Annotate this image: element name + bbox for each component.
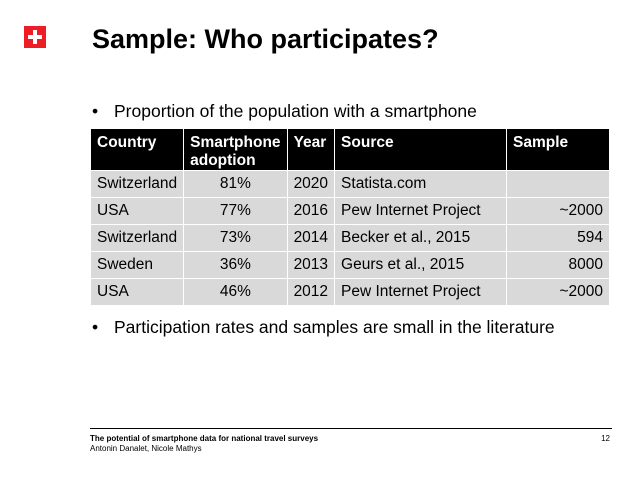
bullet-marker: • [92, 317, 99, 337]
cell-country: Switzerland [89, 170, 185, 198]
page-number: 12 [601, 434, 610, 443]
cell-sample: 8000 [506, 251, 610, 279]
bullet-participation-rates: • Participation rates and samples are sma… [92, 317, 555, 338]
cell-year: 2013 [286, 251, 336, 279]
cell-adoption: 73% [183, 224, 288, 252]
cell-adoption: 36% [183, 251, 288, 279]
header-country: Country [89, 128, 185, 171]
header-sample: Sample [506, 128, 610, 171]
cell-adoption: 81% [183, 170, 288, 198]
cell-source: Pew Internet Project [334, 197, 508, 225]
table-row: Switzerland 73% 2014 Becker et al., 2015… [89, 224, 610, 252]
footer-presentation-title: The potential of smartphone data for nat… [90, 434, 319, 443]
table-row: USA 77% 2016 Pew Internet Project ~2000 [89, 197, 610, 225]
cell-year: 2014 [286, 224, 336, 252]
footer-authors: Antonin Danalet, Nicole Mathys [90, 444, 202, 453]
slide-title: Sample: Who participates? [92, 24, 439, 54]
cell-sample [506, 170, 610, 198]
bullet-marker: • [92, 101, 99, 121]
cell-source: Statista.com [334, 170, 508, 198]
cell-adoption: 46% [183, 278, 288, 306]
cell-source: Becker et al., 2015 [334, 224, 508, 252]
cell-sample: ~2000 [506, 197, 610, 225]
swiss-cross-logo [24, 26, 46, 48]
cell-source: Geurs et al., 2015 [334, 251, 508, 279]
header-year: Year [286, 128, 336, 171]
bullet-text: Participation rates and samples are smal… [114, 317, 555, 337]
cell-year: 2020 [286, 170, 336, 198]
cell-source: Pew Internet Project [334, 278, 508, 306]
table-row: USA 46% 2012 Pew Internet Project ~2000 [89, 278, 610, 306]
cell-country: Sweden [89, 251, 185, 279]
cell-sample: 594 [506, 224, 610, 252]
footer-divider [90, 428, 612, 429]
cell-sample: ~2000 [506, 278, 610, 306]
table-row: Switzerland 81% 2020 Statista.com [89, 170, 610, 198]
cell-country: Switzerland [89, 224, 185, 252]
table-row: Sweden 36% 2013 Geurs et al., 2015 8000 [89, 251, 610, 279]
header-smartphone-adoption: Smartphone adoption [183, 128, 288, 171]
cell-year: 2012 [286, 278, 336, 306]
table-header-row: Country Smartphone adoption Year Source … [89, 128, 610, 171]
cell-year: 2016 [286, 197, 336, 225]
cell-adoption: 77% [183, 197, 288, 225]
header-source: Source [334, 128, 508, 171]
bullet-text: Proportion of the population with a smar… [114, 101, 477, 121]
bullet-smartphone-proportion: • Proportion of the population with a sma… [92, 101, 477, 122]
cell-country: USA [89, 278, 185, 306]
cell-country: USA [89, 197, 185, 225]
smartphone-adoption-table: Country Smartphone adoption Year Source … [89, 128, 610, 306]
